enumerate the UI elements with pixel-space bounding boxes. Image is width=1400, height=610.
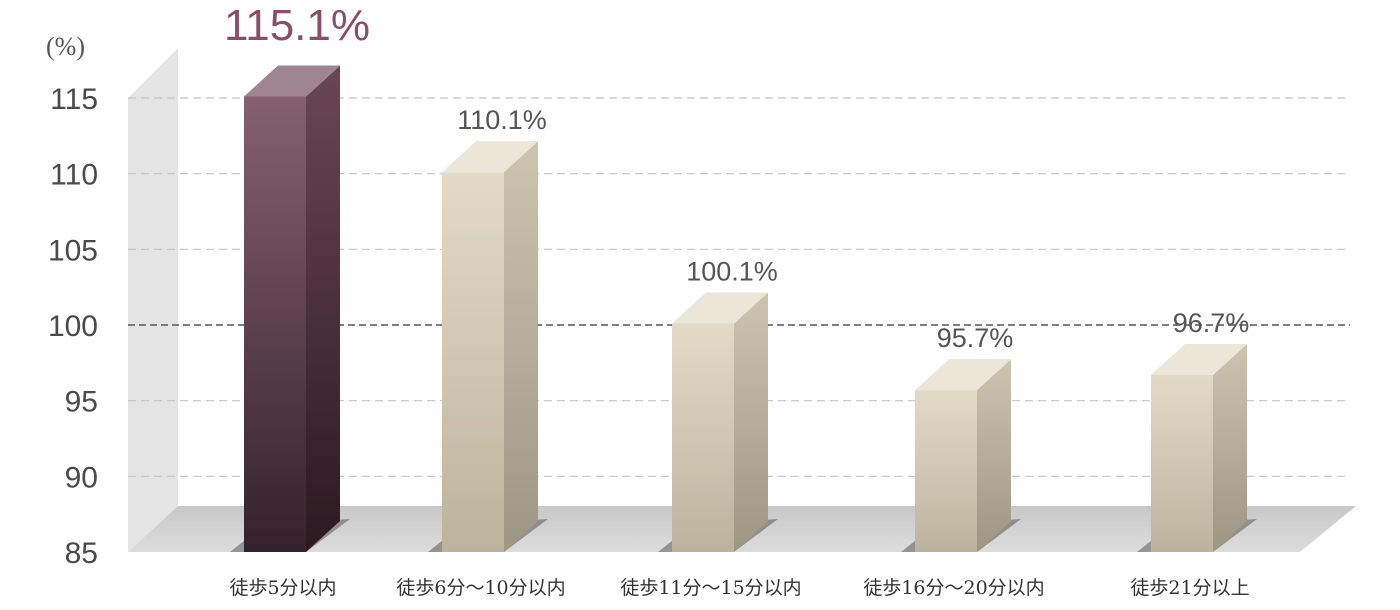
y-tick-90: 90	[65, 461, 98, 494]
bar-top-1	[442, 141, 538, 173]
bar-front-4	[1151, 374, 1213, 552]
bar-4	[1137, 343, 1257, 552]
category-label-2: 徒歩11分〜15分以内	[620, 577, 801, 599]
bar-top-4	[1151, 343, 1247, 375]
value-label-3: 95.7%	[937, 323, 1014, 353]
value-label-4: 96.7%	[1173, 308, 1250, 338]
bar-top-3	[915, 359, 1011, 391]
bar-side-0	[306, 65, 340, 552]
bar-side-4	[1213, 343, 1247, 552]
y-tick-115: 115	[50, 83, 98, 116]
y-tick-100: 100	[48, 310, 98, 343]
y-tick-105: 105	[48, 234, 98, 267]
bar-1	[428, 141, 548, 553]
category-label-0: 徒歩5分以内	[229, 577, 336, 599]
category-label-4: 徒歩21分以上	[1130, 577, 1249, 599]
bar-front-3	[915, 390, 977, 552]
bar-top-0	[244, 65, 340, 97]
y-tick-95: 95	[65, 386, 98, 419]
y-tick-85: 85	[65, 537, 98, 570]
bar-front-0	[244, 96, 306, 552]
back-wall	[128, 48, 178, 552]
bar-side-1	[504, 141, 538, 553]
bar-3	[901, 359, 1021, 552]
value-label-2: 100.1%	[686, 256, 778, 286]
category-label-3: 徒歩16分〜20分以内	[863, 577, 1044, 599]
value-label-1: 110.1%	[457, 105, 547, 135]
bar-front-1	[442, 172, 504, 553]
category-label-1: 徒歩6分〜10分以内	[396, 577, 565, 599]
bar-front-2	[672, 323, 734, 552]
bar-side-3	[977, 359, 1011, 552]
bar-0	[230, 65, 350, 552]
bar-side-2	[734, 292, 768, 552]
y-axis-unit-label: (%)	[46, 32, 85, 61]
y-tick-110: 110	[50, 159, 98, 192]
bar-top-2	[672, 292, 768, 324]
value-label-0: 115.1%	[224, 1, 370, 50]
bar-2	[658, 292, 778, 552]
